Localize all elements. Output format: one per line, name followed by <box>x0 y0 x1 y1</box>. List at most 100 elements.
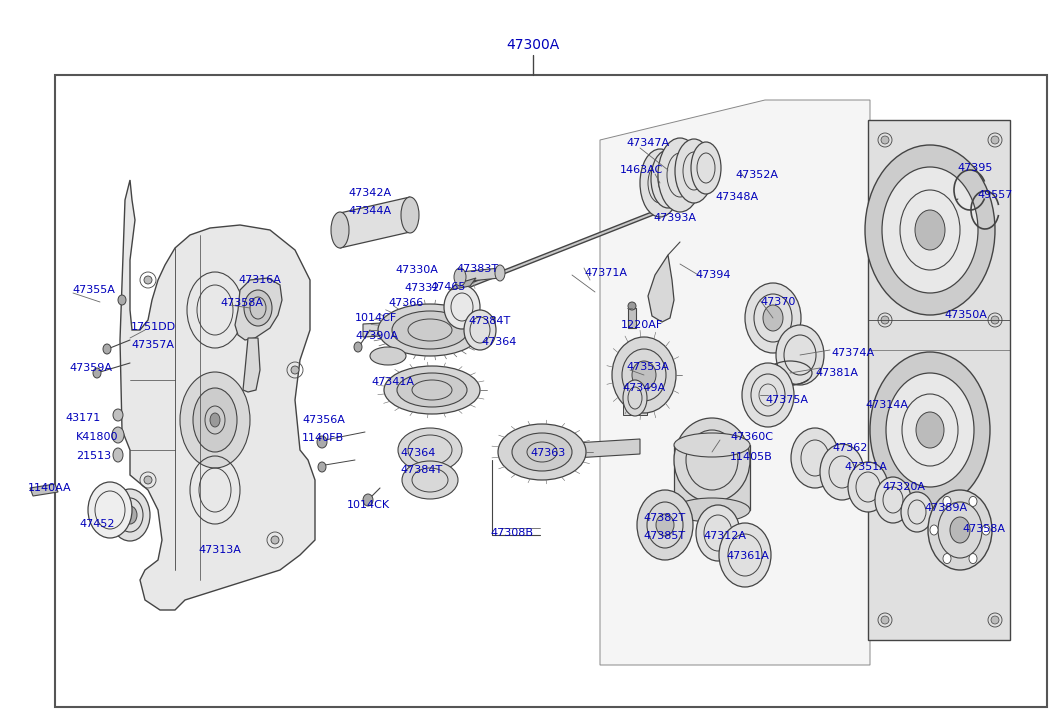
Ellipse shape <box>118 295 126 305</box>
Ellipse shape <box>454 268 466 286</box>
Ellipse shape <box>745 283 802 353</box>
Text: K41800: K41800 <box>75 432 118 442</box>
Ellipse shape <box>88 482 132 538</box>
Text: 47361A: 47361A <box>726 551 769 561</box>
Text: 47332: 47332 <box>404 283 439 293</box>
Text: 47342A: 47342A <box>348 188 391 198</box>
Ellipse shape <box>628 302 636 310</box>
Text: 47362: 47362 <box>832 443 867 453</box>
Ellipse shape <box>331 212 349 248</box>
Text: 47358A: 47358A <box>962 524 1005 534</box>
Ellipse shape <box>144 476 152 484</box>
Text: 47381A: 47381A <box>815 368 858 378</box>
Ellipse shape <box>991 316 999 324</box>
Polygon shape <box>600 100 870 665</box>
Text: 47330A: 47330A <box>395 265 438 275</box>
Text: 47316A: 47316A <box>238 275 281 285</box>
Text: 47370: 47370 <box>760 297 795 307</box>
Ellipse shape <box>928 490 992 570</box>
Ellipse shape <box>144 276 152 284</box>
Ellipse shape <box>969 553 977 563</box>
Ellipse shape <box>497 424 586 480</box>
Ellipse shape <box>465 310 496 350</box>
Ellipse shape <box>943 553 951 563</box>
Ellipse shape <box>637 490 693 560</box>
Ellipse shape <box>915 210 945 250</box>
Text: 47320A: 47320A <box>882 482 925 492</box>
Ellipse shape <box>885 373 974 487</box>
Text: 47358A: 47358A <box>220 298 263 308</box>
Text: 47363: 47363 <box>530 448 566 458</box>
Ellipse shape <box>916 412 944 448</box>
Ellipse shape <box>881 136 889 144</box>
Ellipse shape <box>991 616 999 624</box>
Ellipse shape <box>881 316 889 324</box>
Text: 47350A: 47350A <box>944 310 986 320</box>
Ellipse shape <box>881 616 889 624</box>
Ellipse shape <box>742 363 794 427</box>
Ellipse shape <box>991 136 999 144</box>
Text: 1463AC: 1463AC <box>620 165 663 175</box>
Ellipse shape <box>398 428 462 472</box>
Ellipse shape <box>651 150 685 208</box>
Polygon shape <box>120 180 315 610</box>
Text: 1014CK: 1014CK <box>347 500 390 510</box>
Ellipse shape <box>950 517 971 543</box>
Ellipse shape <box>875 477 911 523</box>
Text: 47312A: 47312A <box>703 531 746 541</box>
Ellipse shape <box>362 494 373 506</box>
Text: 47357A: 47357A <box>131 340 174 350</box>
Text: 47389A: 47389A <box>924 503 967 513</box>
Polygon shape <box>30 484 58 496</box>
Ellipse shape <box>512 433 572 471</box>
Ellipse shape <box>901 492 933 532</box>
Polygon shape <box>628 308 636 328</box>
Ellipse shape <box>103 344 111 354</box>
Ellipse shape <box>640 149 680 217</box>
Ellipse shape <box>92 368 101 378</box>
Text: 47364: 47364 <box>480 337 517 347</box>
Ellipse shape <box>370 347 406 365</box>
Text: 47353A: 47353A <box>626 362 669 372</box>
Ellipse shape <box>210 413 220 427</box>
Ellipse shape <box>776 325 824 385</box>
Text: 47384T: 47384T <box>468 316 510 326</box>
Ellipse shape <box>291 366 299 374</box>
Polygon shape <box>623 390 647 415</box>
Ellipse shape <box>495 265 505 281</box>
Text: 47395: 47395 <box>957 163 993 173</box>
Text: 47384T: 47384T <box>400 465 442 475</box>
Bar <box>55 75 1047 707</box>
Ellipse shape <box>193 388 237 452</box>
Ellipse shape <box>674 498 750 522</box>
Ellipse shape <box>401 197 419 233</box>
Text: 1140FB: 1140FB <box>302 433 344 443</box>
Ellipse shape <box>392 311 468 349</box>
Ellipse shape <box>865 145 995 315</box>
Text: 47366: 47366 <box>388 298 423 308</box>
Polygon shape <box>362 317 495 337</box>
Text: 47393A: 47393A <box>653 213 696 223</box>
Text: 47308B: 47308B <box>490 528 533 538</box>
Polygon shape <box>674 445 750 510</box>
Ellipse shape <box>113 448 123 462</box>
Ellipse shape <box>444 285 480 329</box>
Text: 47347A: 47347A <box>626 138 669 148</box>
Ellipse shape <box>870 352 990 508</box>
Ellipse shape <box>982 525 990 535</box>
Text: 1014CF: 1014CF <box>355 313 398 323</box>
Ellipse shape <box>112 427 124 443</box>
Ellipse shape <box>113 409 123 421</box>
Text: 47349A: 47349A <box>622 383 665 393</box>
Ellipse shape <box>719 523 771 587</box>
Text: 47348A: 47348A <box>715 192 758 202</box>
Text: 1140AA: 1140AA <box>28 483 71 493</box>
Text: 47374A: 47374A <box>831 348 874 358</box>
Text: 47351A: 47351A <box>844 462 887 472</box>
Ellipse shape <box>658 138 702 212</box>
Polygon shape <box>340 197 410 248</box>
Ellipse shape <box>271 536 279 544</box>
Ellipse shape <box>820 444 864 500</box>
Text: 47356A: 47356A <box>302 415 344 425</box>
Ellipse shape <box>674 418 750 502</box>
